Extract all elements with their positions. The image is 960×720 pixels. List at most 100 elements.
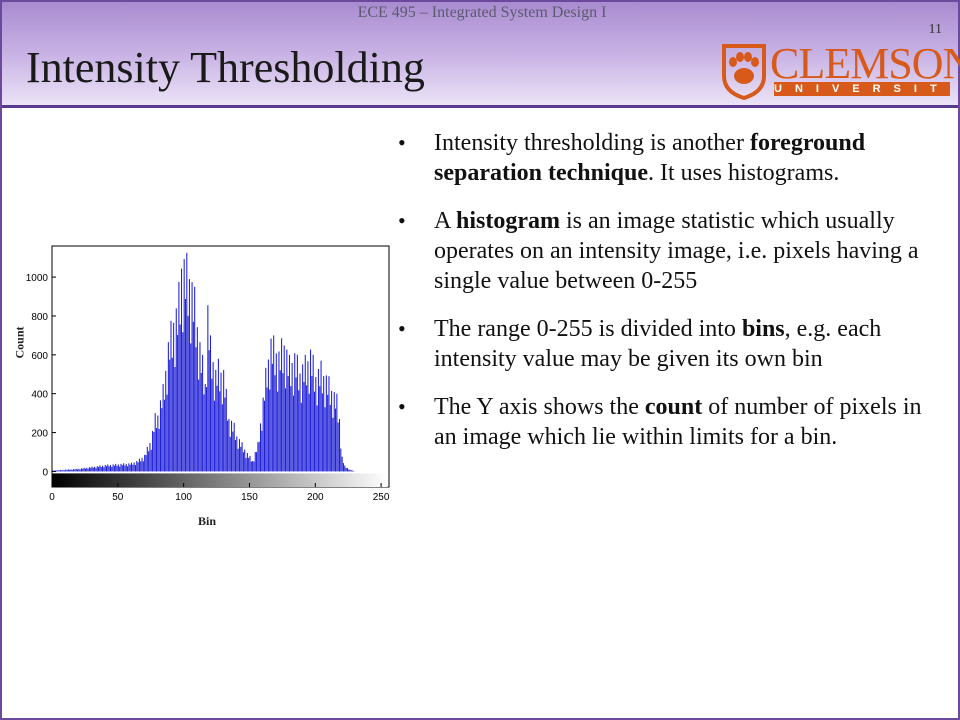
histogram-bar [279,370,281,472]
histogram-bar [307,361,309,472]
histogram-bar [107,464,109,472]
y-tick-label: 800 [31,312,48,323]
bullet-item: • A histogram is an image statistic whic… [392,206,944,296]
y-tick-label: 600 [31,351,48,362]
histogram-bar [104,464,106,472]
histogram-bar [100,466,102,472]
bullet-item: • The Y axis shows the count of number o… [392,392,944,452]
histogram-bar [346,467,348,472]
histogram-bar [184,299,187,472]
histogram-bar [302,364,304,472]
histogram-bar [190,343,192,472]
histogram-bar [213,400,215,472]
histogram-bar [80,468,83,472]
histogram-bar [63,470,65,472]
bullet-item: • The range 0-255 is divided into bins, … [392,314,944,374]
histogram-bar [295,377,297,472]
histogram-bar [285,388,287,472]
histogram-bar [136,460,138,472]
histogram-bar [152,430,154,472]
histogram-bar [237,448,239,472]
bullet-icon: • [398,394,406,419]
histogram-bar [340,448,342,472]
histogram-bar [275,353,277,472]
histogram-bar [300,402,302,472]
bullet-icon: • [398,130,406,155]
histogram-bar [229,436,231,472]
histogram-bar [221,404,223,472]
histogram-bar [208,350,210,472]
bullet-emphasis: histogram [456,208,561,234]
histogram-bar [291,363,293,472]
histogram-bar [216,385,218,472]
histogram-bar [187,315,189,472]
histogram-bar [90,467,92,472]
histogram-bar [225,388,227,472]
histogram-bar [298,390,300,472]
x-tick-label: 250 [373,492,390,503]
histogram-bar [337,422,339,472]
clemson-logo: CLEMSON UNIVERSITY [720,42,960,100]
histogram-bar [236,436,238,472]
histogram-bar [303,382,305,472]
histogram-bar [348,469,350,472]
logo-subtitle: UNIVERSITY [774,82,950,96]
histogram-bar [62,469,64,472]
histogram-bar [241,442,243,472]
histogram-bar [158,428,160,472]
histogram-bar [87,468,89,472]
histogram-bar [352,470,354,472]
histogram-bar [109,464,111,472]
histogram-bar [317,368,319,472]
histogram-bar [145,455,147,472]
histogram-bar [54,470,56,472]
histogram-bar [231,420,233,472]
histogram-bar [57,470,59,472]
histogram-bar [277,391,279,472]
intensity-gradient-strip [52,473,388,487]
histogram-bar [199,342,201,472]
histogram-bar [240,446,242,472]
histogram-bar [228,418,230,472]
histogram-bar [311,375,313,472]
histogram-svg: 0 200 400 600 800 1000 0 50 100 150 200 250 [26,245,390,503]
bullet-text: A [434,208,457,234]
slide-header: ECE 495 – Integrated System Design I 11 … [2,2,960,108]
histogram-bar [269,389,271,472]
bullet-emphasis: bins [741,316,785,342]
histogram-bar [316,405,318,472]
histogram-bar [182,332,184,472]
bullet-item: • Intensity thresholding is another fore… [392,128,944,188]
histogram-bar [253,461,255,472]
histogram-bar [244,449,246,472]
histogram-bar [166,394,168,472]
histogram-bar [194,286,196,472]
histogram-bar [86,467,88,472]
histogram-bar [350,470,352,472]
histogram-bar [215,369,217,472]
histogram-bar [219,391,221,472]
histogram-bar [250,461,252,472]
histogram-bar [196,327,198,472]
bullet-text: The Y axis shows the [434,394,645,420]
histogram-bar [159,400,161,472]
histogram-bar [292,395,294,472]
x-tick-label: 0 [49,492,55,503]
histogram-bar [83,467,85,472]
histogram-bar [198,379,200,472]
histogram-bar [120,463,122,472]
histogram-bar [335,408,337,472]
histogram-bar [165,370,167,472]
histogram-bar [167,342,169,472]
histogram-bar [328,376,330,472]
y-tick-label: 1000 [26,273,49,284]
histogram-bar [248,457,250,472]
histogram-bar [111,466,113,472]
histogram-bar [294,353,296,472]
x-tick-label: 150 [241,492,258,503]
histogram-bar [306,385,308,472]
histogram-bar [271,363,273,472]
histogram-bar [119,466,121,472]
histogram-bar [124,465,126,472]
histogram-bar [246,452,248,472]
